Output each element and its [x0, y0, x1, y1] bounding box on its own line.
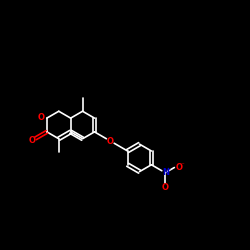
Text: +: +	[165, 167, 170, 172]
Text: O: O	[28, 136, 35, 145]
Text: O: O	[38, 113, 45, 122]
Text: O: O	[175, 162, 182, 172]
Text: O: O	[162, 183, 169, 192]
Text: ⁻: ⁻	[180, 162, 184, 168]
Text: O: O	[107, 136, 114, 145]
Text: N: N	[162, 168, 169, 177]
